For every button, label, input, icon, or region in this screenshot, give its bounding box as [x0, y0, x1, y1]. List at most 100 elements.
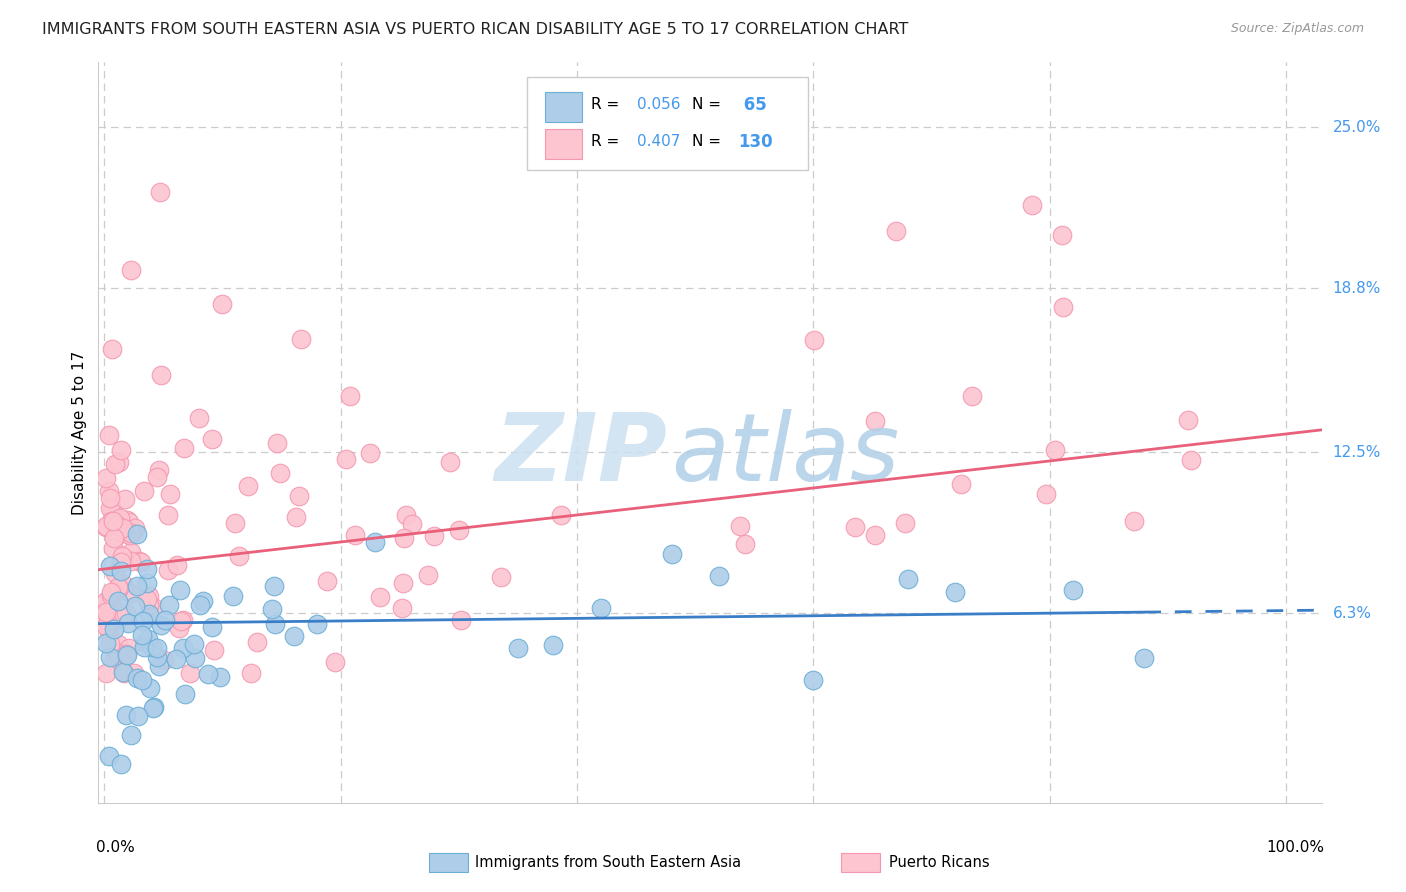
Point [222, 589, 245, 603]
Text: ZIP: ZIP [495, 409, 668, 500]
Text: N =: N = [692, 97, 725, 112]
Point [136, 632, 159, 647]
Point [661, 547, 683, 561]
Point [943, 584, 966, 599]
Text: Immigrants from South Eastern Asia: Immigrants from South Eastern Asia [475, 855, 741, 870]
Point [960, 389, 983, 403]
Text: 0.407: 0.407 [637, 134, 681, 149]
Point [132, 615, 155, 629]
Point [364, 535, 387, 549]
Point [94, 594, 117, 608]
Point [118, 586, 141, 600]
Text: Puerto Ricans: Puerto Ricans [889, 855, 990, 870]
Point [111, 549, 134, 563]
Point [108, 455, 131, 469]
Text: 6.3%: 6.3% [1333, 606, 1372, 621]
Point [211, 297, 233, 311]
Point [416, 568, 439, 582]
FancyBboxPatch shape [526, 78, 808, 169]
Point [122, 665, 145, 680]
Point [150, 368, 173, 382]
Point [450, 613, 472, 627]
Point [104, 458, 127, 472]
Point [893, 516, 915, 530]
Point [335, 451, 357, 466]
Point [149, 617, 172, 632]
Point [115, 647, 138, 661]
Point [117, 615, 139, 630]
Point [98, 749, 121, 764]
Point [101, 342, 124, 356]
Point [148, 463, 170, 477]
Point [94, 636, 117, 650]
Point [173, 441, 195, 455]
Point [118, 528, 141, 542]
Point [120, 554, 142, 568]
Point [148, 659, 170, 673]
Point [170, 615, 193, 629]
Text: 0.0%: 0.0% [96, 840, 135, 855]
Point [115, 708, 138, 723]
Point [391, 575, 413, 590]
Point [120, 728, 142, 742]
Point [142, 700, 165, 714]
Point [391, 600, 413, 615]
Point [97, 428, 120, 442]
Point [197, 667, 219, 681]
Text: N =: N = [692, 134, 725, 149]
Point [269, 466, 291, 480]
Point [98, 491, 121, 505]
Point [138, 598, 160, 612]
Text: IMMIGRANTS FROM SOUTH EASTERN ASIA VS PUERTO RICAN DISABILITY AGE 5 TO 17 CORREL: IMMIGRANTS FROM SOUTH EASTERN ASIA VS PU… [42, 22, 908, 37]
Point [127, 526, 149, 541]
Point [183, 637, 205, 651]
Point [1177, 413, 1199, 427]
Point [343, 528, 366, 542]
Text: Source: ZipAtlas.com: Source: ZipAtlas.com [1230, 22, 1364, 36]
Point [228, 549, 250, 564]
Point [1122, 514, 1144, 528]
Point [125, 579, 148, 593]
Point [108, 511, 131, 525]
Point [188, 410, 211, 425]
Point [263, 579, 285, 593]
Point [107, 637, 129, 651]
Point [153, 653, 176, 667]
Point [124, 521, 146, 535]
Point [128, 554, 150, 568]
Text: 130: 130 [738, 133, 773, 151]
Point [110, 442, 132, 457]
Point [94, 665, 117, 680]
Point [142, 599, 165, 614]
Point [94, 605, 117, 619]
Point [115, 648, 138, 662]
Point [550, 508, 572, 523]
Text: 100.0%: 100.0% [1265, 840, 1324, 855]
Point [114, 492, 136, 507]
Point [98, 483, 121, 498]
Point [157, 508, 180, 523]
Text: R =: R = [592, 97, 624, 112]
Point [120, 544, 142, 558]
Point [131, 628, 153, 642]
Point [1043, 442, 1066, 457]
Point [489, 569, 512, 583]
Point [728, 519, 751, 533]
Point [246, 635, 269, 649]
Point [104, 529, 127, 543]
Point [201, 432, 224, 446]
Point [94, 613, 117, 627]
Point [153, 613, 176, 627]
Point [169, 621, 191, 635]
Y-axis label: Disability Age 5 to 17: Disability Age 5 to 17 [72, 351, 87, 515]
Point [136, 592, 159, 607]
Text: 25.0%: 25.0% [1333, 120, 1381, 135]
Point [98, 501, 121, 516]
Point [105, 646, 128, 660]
Point [103, 622, 125, 636]
Point [865, 414, 887, 428]
Point [114, 607, 136, 621]
Point [543, 638, 565, 652]
Point [202, 642, 225, 657]
Point [105, 517, 128, 532]
